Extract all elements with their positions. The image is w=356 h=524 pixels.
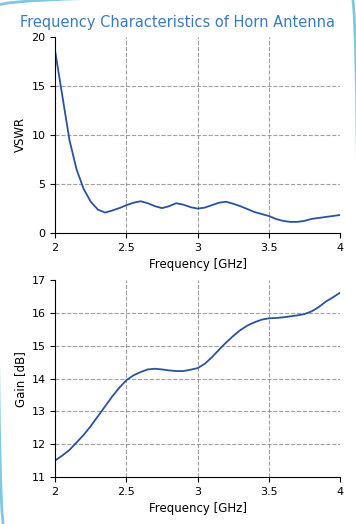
Y-axis label: VSWR: VSWR xyxy=(14,117,27,152)
Y-axis label: Gain [dB]: Gain [dB] xyxy=(14,351,27,407)
X-axis label: Frequency [GHz]: Frequency [GHz] xyxy=(148,258,247,271)
Text: Frequency Characteristics of Horn Antenna: Frequency Characteristics of Horn Antenn… xyxy=(21,15,335,30)
X-axis label: Frequency [GHz]: Frequency [GHz] xyxy=(148,502,247,515)
